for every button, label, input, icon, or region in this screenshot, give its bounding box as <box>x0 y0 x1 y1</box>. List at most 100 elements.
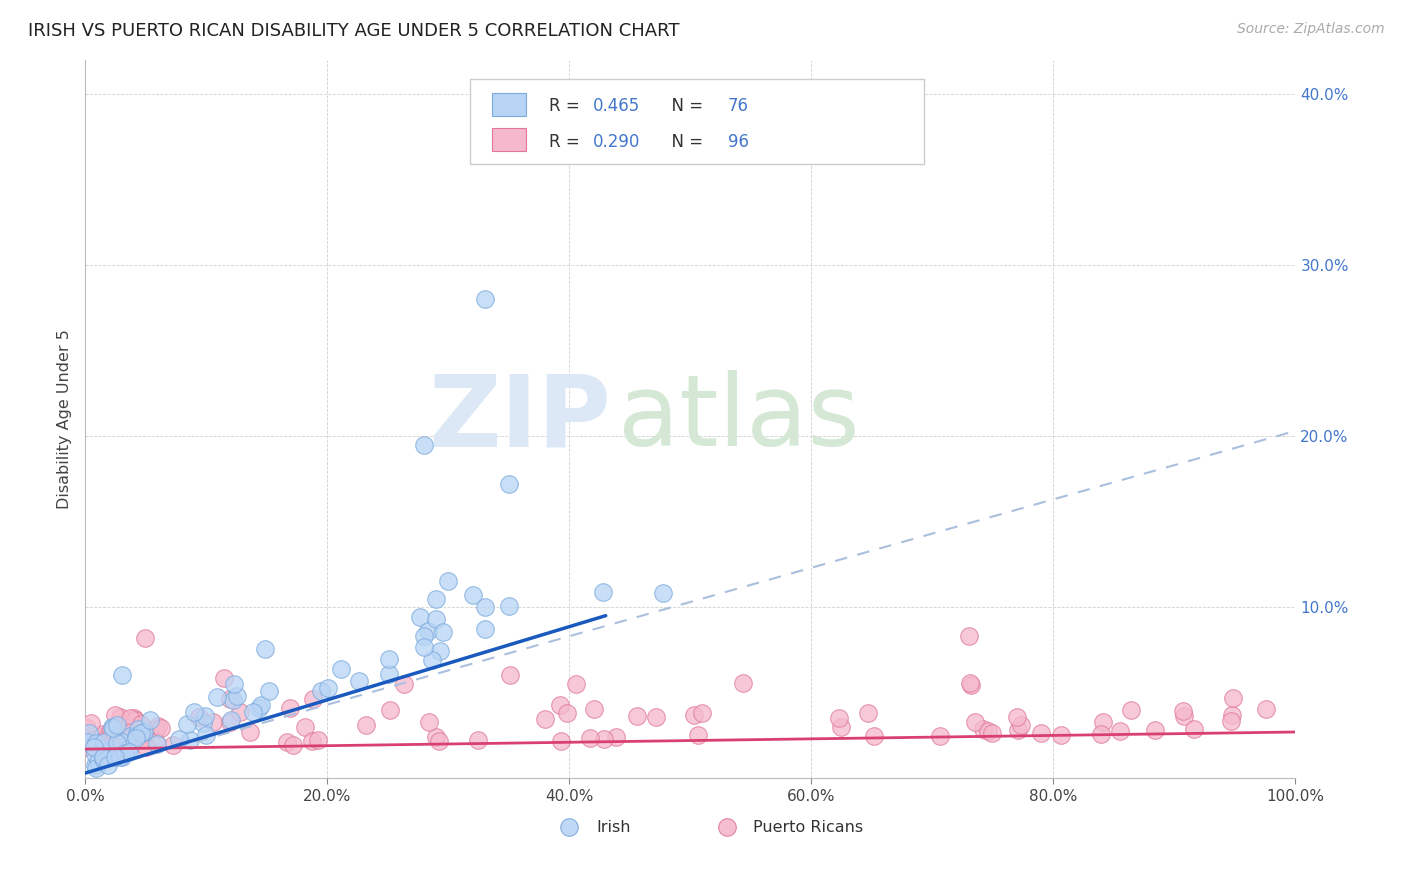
Point <box>224 677 246 691</box>
Point <box>120 724 142 739</box>
Point <box>117 742 139 756</box>
Point <box>378 651 401 665</box>
Point <box>212 671 235 685</box>
Point <box>139 713 162 727</box>
Y-axis label: Disability Age Under 5: Disability Age Under 5 <box>58 329 72 508</box>
Point <box>97 744 120 758</box>
Point <box>91 752 114 766</box>
Point <box>222 693 245 707</box>
Point <box>688 728 710 742</box>
Point <box>1254 702 1277 716</box>
Point <box>98 730 121 744</box>
Point <box>957 629 980 643</box>
Point <box>413 640 436 654</box>
Point <box>437 574 460 589</box>
Point <box>229 705 252 719</box>
Point <box>77 736 100 750</box>
Point <box>959 675 981 690</box>
Point <box>83 747 105 761</box>
Point <box>330 662 353 676</box>
Point <box>125 729 148 743</box>
Point <box>221 713 243 727</box>
Point <box>1090 727 1112 741</box>
Point <box>427 733 450 747</box>
Point <box>856 706 879 720</box>
Point <box>959 678 981 692</box>
Point <box>111 750 134 764</box>
Point <box>121 731 143 745</box>
Point <box>110 735 132 749</box>
Point <box>129 725 152 739</box>
Text: atlas: atlas <box>617 370 859 467</box>
Bar <box>470 79 924 164</box>
Point <box>254 642 277 657</box>
Point <box>188 710 211 724</box>
Point <box>80 715 103 730</box>
Point <box>278 700 301 714</box>
Point <box>467 732 489 747</box>
Point <box>354 717 377 731</box>
Point <box>194 708 217 723</box>
Point <box>862 729 884 743</box>
Point <box>145 722 167 736</box>
Text: R =: R = <box>548 133 585 152</box>
Point <box>592 585 614 599</box>
Point <box>125 731 148 745</box>
Point <box>176 717 198 731</box>
Point <box>127 722 149 736</box>
Point <box>413 629 436 643</box>
Point <box>1029 726 1052 740</box>
Point <box>250 698 273 713</box>
Text: R =: R = <box>548 97 585 115</box>
Point <box>76 721 98 735</box>
Point <box>534 712 557 726</box>
Point <box>86 736 108 750</box>
Point <box>294 720 316 734</box>
Point <box>474 292 496 306</box>
Text: Puerto Ricans: Puerto Ricans <box>754 820 863 835</box>
Point <box>86 761 108 775</box>
Point <box>132 725 155 739</box>
Point <box>162 738 184 752</box>
Point <box>134 733 156 747</box>
Point <box>1108 723 1130 738</box>
Point <box>690 706 713 721</box>
Point <box>302 691 325 706</box>
Point <box>124 713 146 727</box>
Point <box>83 757 105 772</box>
Text: Source: ZipAtlas.com: Source: ZipAtlas.com <box>1237 22 1385 37</box>
Point <box>219 692 242 706</box>
Point <box>645 710 668 724</box>
Point <box>461 588 484 602</box>
Text: N =: N = <box>661 133 709 152</box>
Point <box>100 720 122 734</box>
Point <box>550 733 572 747</box>
Point <box>425 591 447 606</box>
Point <box>105 739 128 754</box>
Point <box>83 739 105 754</box>
Point <box>1092 715 1115 730</box>
Point <box>108 709 131 723</box>
Point <box>307 733 329 747</box>
Point <box>218 715 240 730</box>
Point <box>555 706 578 720</box>
Point <box>194 728 217 742</box>
Point <box>1007 723 1029 737</box>
Point <box>124 714 146 728</box>
Point <box>1222 707 1244 722</box>
Point <box>413 437 436 451</box>
Point <box>830 721 852 735</box>
Point <box>1005 709 1028 723</box>
Point <box>301 734 323 748</box>
Point <box>93 726 115 740</box>
Point <box>97 727 120 741</box>
Point <box>132 724 155 739</box>
Point <box>131 728 153 742</box>
Point <box>146 719 169 733</box>
Point <box>149 721 172 735</box>
Point <box>120 711 142 725</box>
Point <box>115 731 138 745</box>
Point <box>179 732 201 747</box>
Point <box>499 668 522 682</box>
Point <box>118 729 141 743</box>
